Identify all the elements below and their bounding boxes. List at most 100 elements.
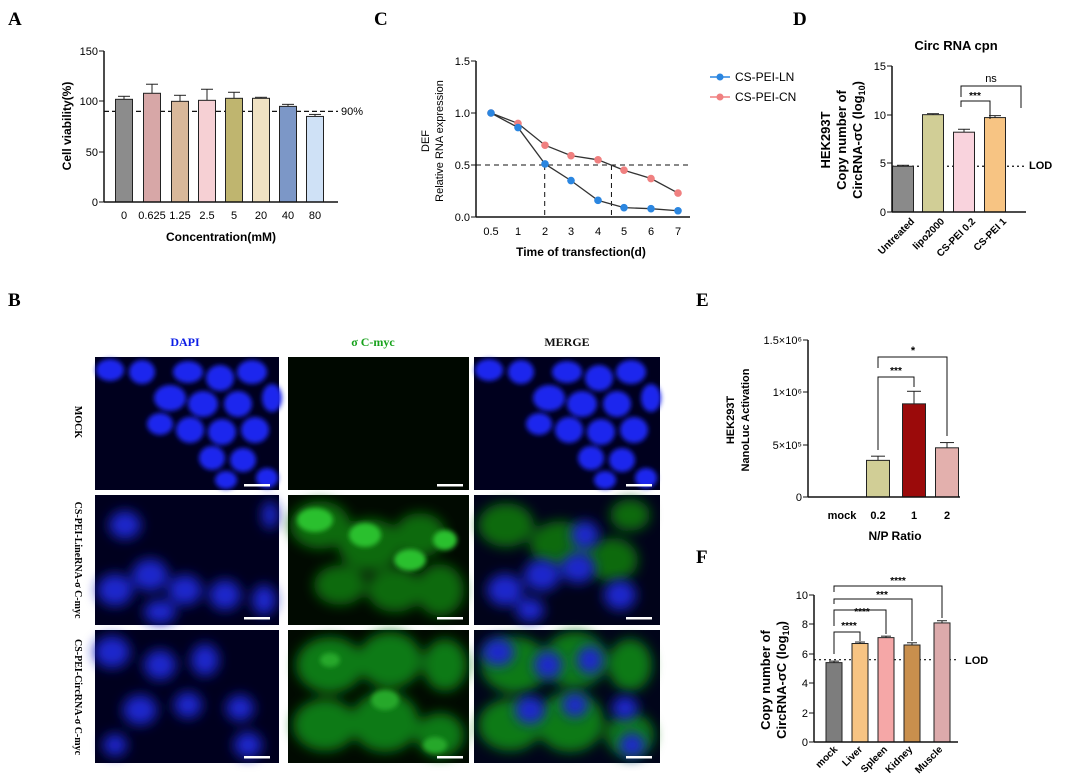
panel-letter-f: F <box>696 547 708 568</box>
chart-c-point <box>674 206 682 215</box>
chart-d-significance <box>960 85 1022 119</box>
chart-d-ytick: 5 <box>880 158 886 170</box>
chart-f-marks <box>814 620 958 743</box>
chart-c-legend-cn: CS-PEI-CN <box>735 90 796 104</box>
chart-d-sig-1: *** <box>969 91 981 102</box>
chart-c-legend: CS-PEI-LN CS-PEI-CN <box>710 70 796 104</box>
chart-a-bar <box>198 99 216 203</box>
microscopy-col-dapi: DAPI <box>170 335 200 349</box>
chart-d-ytick: 15 <box>874 61 886 73</box>
chart-c-xtick: 6 <box>648 226 654 238</box>
chart-a-bar <box>171 100 189 203</box>
chart-e-ytick: 5×10⁵ <box>773 440 802 452</box>
chart-e-bar <box>866 459 890 498</box>
chart-e-xtick: 0.2 <box>870 510 885 522</box>
microscopy-row-mock: MOCK <box>72 406 83 438</box>
chart-e-ylabel-2: NanoLuc Activation <box>740 368 752 471</box>
image-linerna-myc <box>288 495 469 625</box>
chart-c-series-line <box>490 112 679 194</box>
chart-f-xtick: Muscle <box>913 744 945 776</box>
chart-d-title: Circ RNA cpn <box>914 38 997 53</box>
chart-e-ytick: 0 <box>796 492 802 504</box>
chart-c-xlabel: Time of transfection(d) <box>516 245 646 259</box>
chart-f-ylabel-main: CircRNA-σC (log <box>774 635 789 739</box>
chart-e: 0 5×10⁵ 1×10⁶ 1.5×10⁶ mock 0.2 1 2 N/P R… <box>725 335 960 543</box>
chart-e-xtick: mock <box>828 510 858 522</box>
chart-c-point <box>487 109 495 117</box>
image-linerna-merge <box>474 495 660 625</box>
chart-f-ytick: 0 <box>802 737 808 749</box>
chart-f-ytick: 10 <box>796 590 808 602</box>
chart-d-ytick: 0 <box>880 207 886 219</box>
chart-a-marks <box>104 83 338 203</box>
chart-e-ylabel-1: HEK293T <box>725 396 737 445</box>
chart-d-xtick: CS-PEI 1 <box>972 216 1010 254</box>
chart-f-bar <box>933 622 951 743</box>
chart-c-xtick: 0.5 <box>483 226 498 238</box>
chart-c-ylabel-1: DEF <box>420 130 432 152</box>
chart-a-ytick-50: 50 <box>86 147 98 159</box>
chart-e-ytick: 1.5×10⁶ <box>764 335 802 347</box>
chart-a-xtick: 80 <box>309 210 321 222</box>
chart-a-reference-label: 90% <box>341 106 363 118</box>
image-circrna-myc <box>288 630 469 763</box>
image-linerna-dapi <box>95 495 279 625</box>
chart-c-xtick: 1 <box>515 226 521 238</box>
chart-c-xtick: 4 <box>595 226 601 238</box>
chart-a-xtick: 2.5 <box>199 210 214 222</box>
chart-c-point <box>594 196 602 205</box>
chart-f-xtick: mock <box>814 744 841 771</box>
chart-e-sig-1: *** <box>890 366 902 377</box>
panel-letter-c: C <box>374 9 388 30</box>
chart-d-ylabel-sub: 10 <box>857 85 867 95</box>
chart-c-ylabel-2: Relative RNA expression <box>434 80 446 202</box>
chart-e-xtick: 1 <box>911 510 917 522</box>
chart-a-xtick: 0.625 <box>138 210 166 222</box>
microscopy-row-circrna: CS-PEI-CircRNA-σ C-myc <box>72 639 83 756</box>
chart-c-point <box>674 189 682 197</box>
chart-d: Circ RNA cpn 0 5 10 15 Untreated lipo200… <box>818 38 1052 259</box>
chart-c-series-line <box>490 112 679 212</box>
chart-d-lod-label: LOD <box>1029 160 1052 172</box>
chart-a-xtick: 5 <box>231 210 237 222</box>
image-mock-myc <box>288 357 469 490</box>
chart-f-bar <box>851 643 869 743</box>
microscopy-row-linerna: CS-PEI-LineRNA-σ C-myc <box>72 502 83 619</box>
chart-d-xtick: Untreated <box>876 216 917 257</box>
chart-d-ylabel-3: CircRNA-σC (log10) <box>850 81 867 199</box>
chart-a-ytick-0: 0 <box>92 197 98 209</box>
chart-c-point <box>647 174 655 183</box>
chart-c-point <box>541 141 549 150</box>
chart-a-bar <box>225 97 243 203</box>
chart-a-xtick: 0 <box>121 210 127 222</box>
chart-d-ylabel-main: CircRNA-σC (log <box>850 95 865 199</box>
chart-c-xticks: 0.5 1 2 3 4 5 6 7 <box>483 226 681 238</box>
chart-c: 0.0 0.5 1.0 1.5 0.5 1 2 3 4 5 6 7 Time o… <box>420 56 796 259</box>
chart-f-sig-2: **** <box>854 607 870 618</box>
chart-c-ytick: 1.0 <box>455 108 470 120</box>
chart-f-sig-1: **** <box>841 621 857 632</box>
chart-e-bar <box>902 403 926 498</box>
chart-f-ylabel: Copy number of CircRNA-σC (log10) <box>758 621 791 739</box>
chart-f-bar <box>903 644 921 743</box>
chart-f-bar <box>825 662 843 743</box>
chart-f-ylabel-close: ) <box>774 621 789 625</box>
chart-f-ytick: 4 <box>802 678 808 690</box>
chart-a-xtick: 1.25 <box>169 210 190 222</box>
chart-c-xtick: 5 <box>621 226 627 238</box>
chart-e-marks <box>866 390 959 498</box>
chart-c-point <box>647 204 655 213</box>
chart-c-point <box>594 156 602 164</box>
chart-a-bar <box>279 105 297 203</box>
chart-f-ylabel-1: Copy number of <box>758 630 773 730</box>
panel-letter-e: E <box>696 290 709 311</box>
microscopy-col-myc: σ C-myc <box>351 335 395 349</box>
chart-f: 0 2 4 6 8 10 mock Liver Spleen Kidney Mu… <box>758 576 988 776</box>
chart-c-ytick: 0.0 <box>455 212 470 224</box>
chart-f-ytick: 2 <box>802 708 808 720</box>
chart-e-xlabel: N/P Ratio <box>868 529 921 543</box>
microscopy-panel: DAPI σ C-myc MERGE MOCK CS-PEI-LineRNA-σ… <box>72 335 661 763</box>
chart-a: 0 50 100 150 0 0.625 1.25 2.5 5 20 40 80… <box>60 46 363 244</box>
chart-c-point <box>514 123 522 132</box>
